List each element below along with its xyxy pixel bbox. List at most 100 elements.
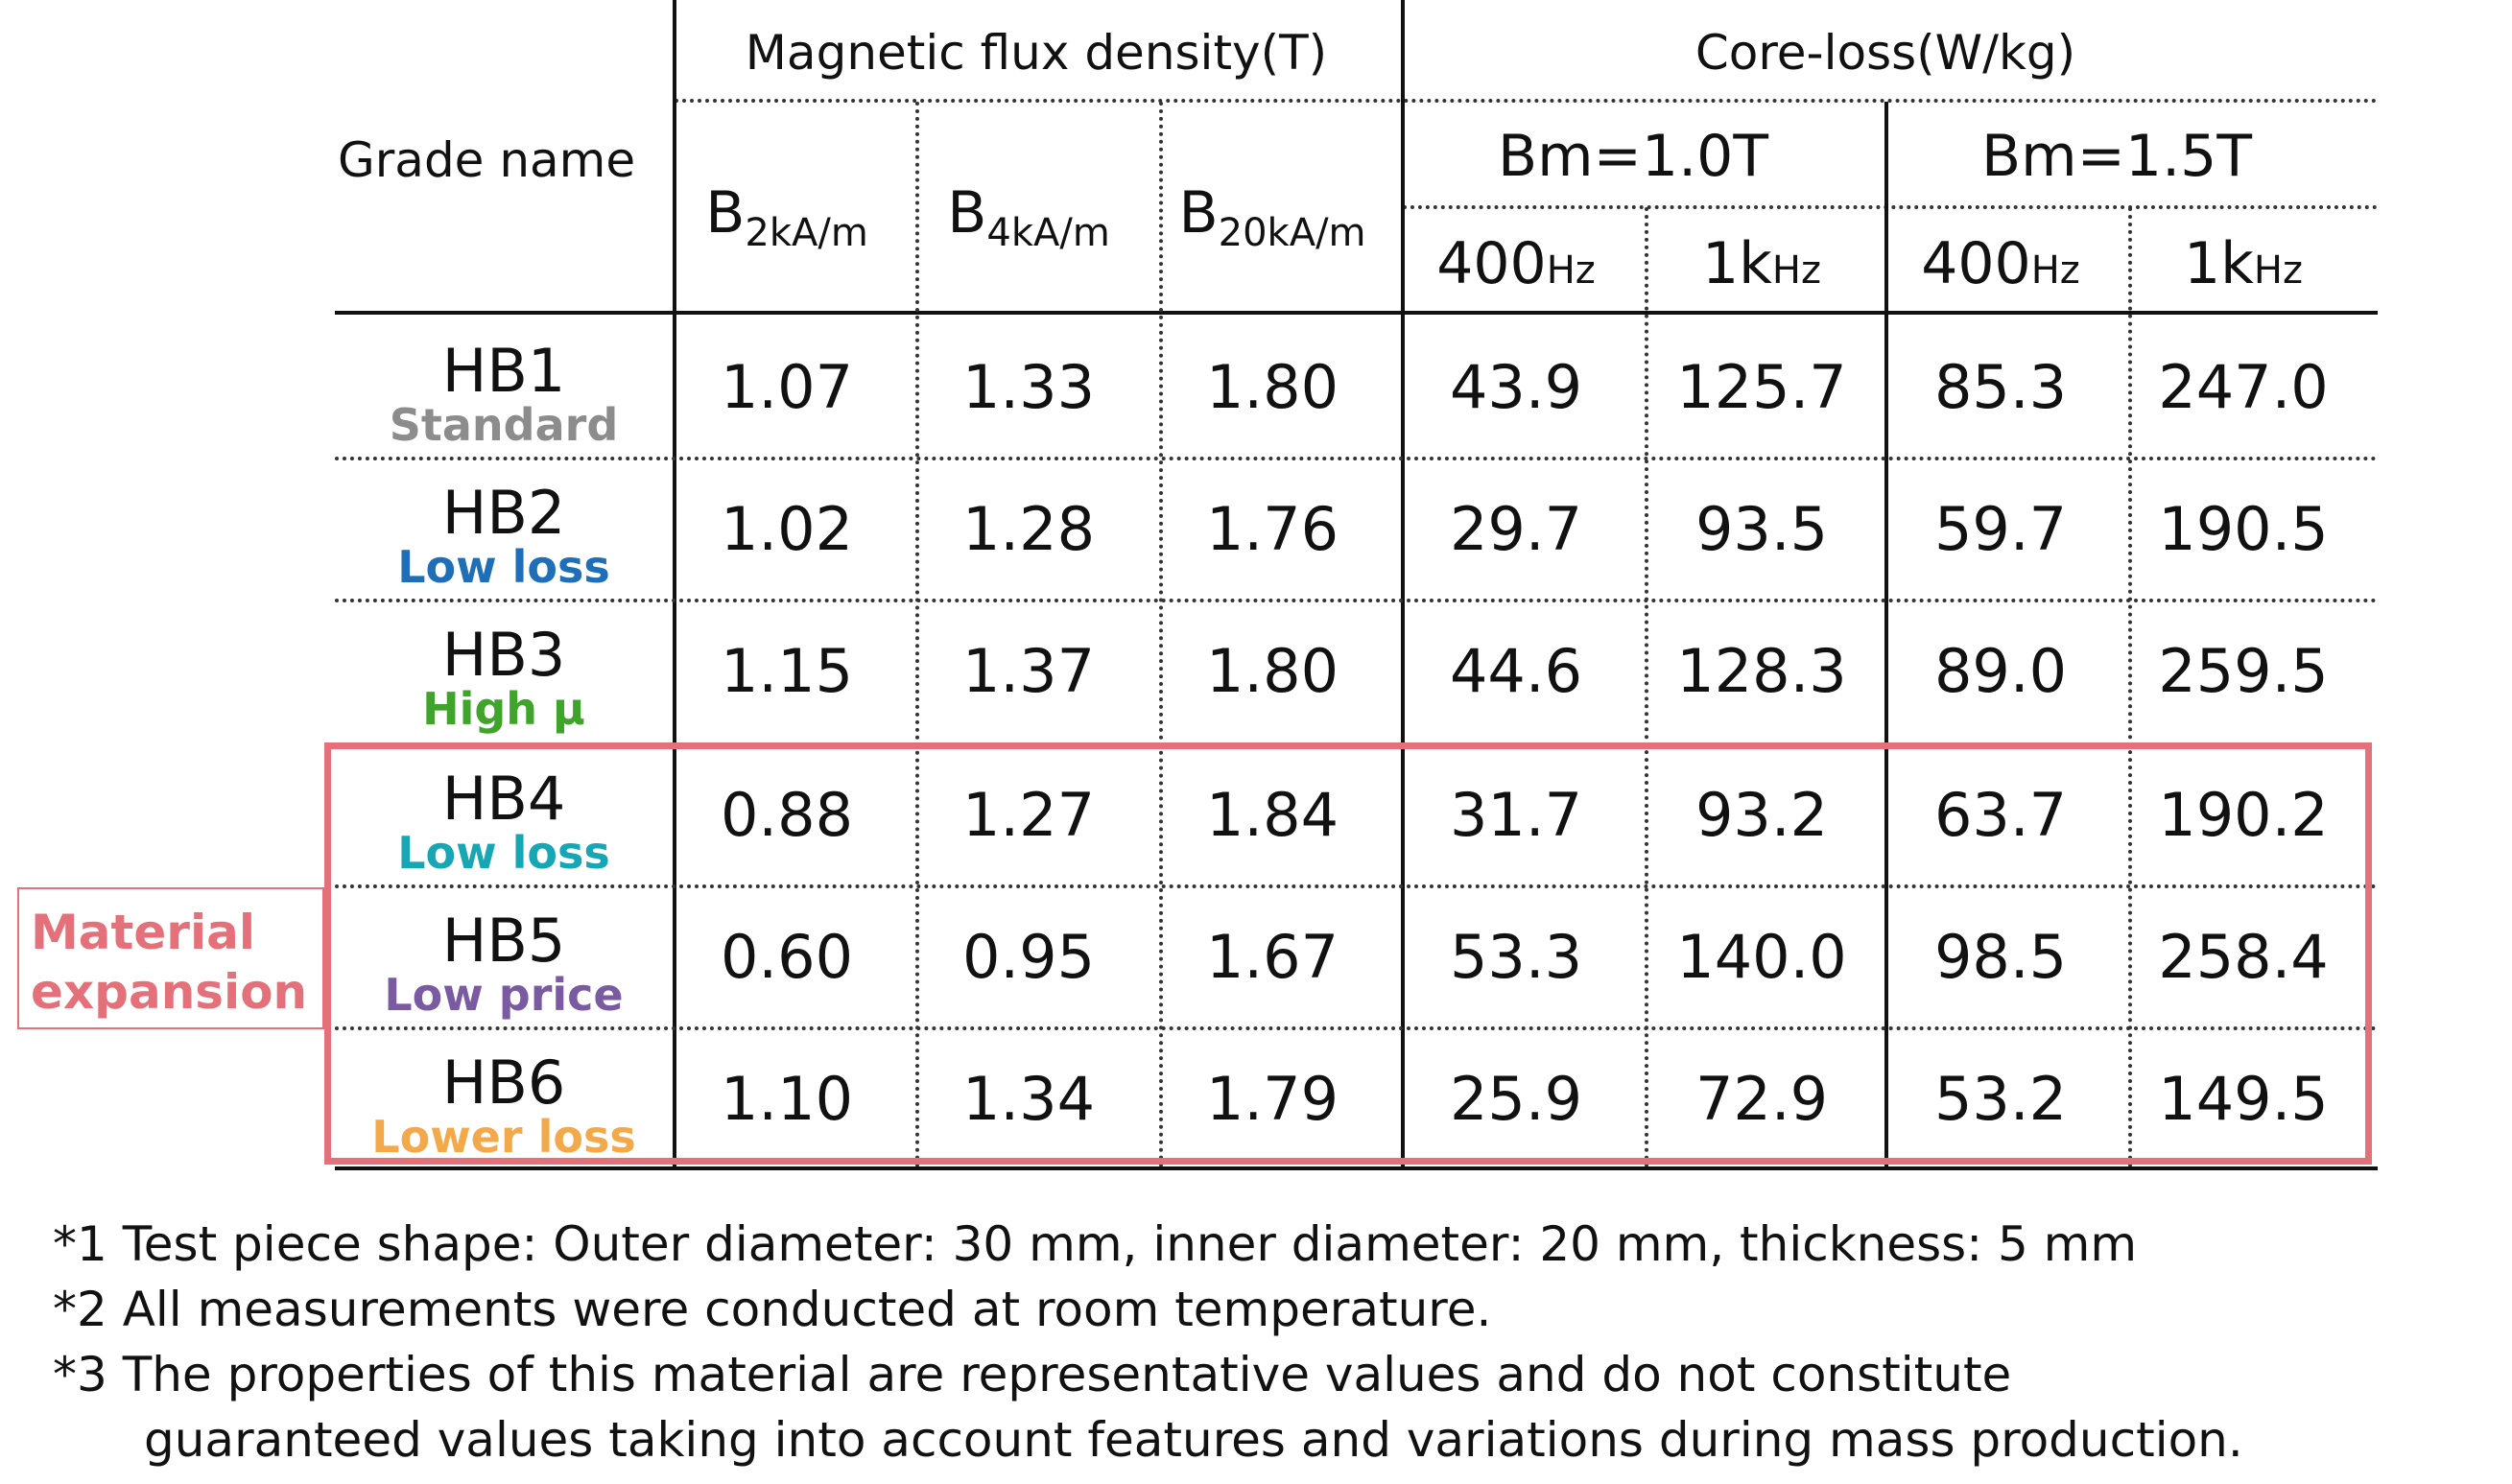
table-cell: 1.80 xyxy=(1205,636,1339,706)
freq-unit: Hz xyxy=(2253,248,2303,293)
freq-header-4: 1kHz xyxy=(2184,235,2303,293)
freq-num: 1k xyxy=(1702,230,1772,297)
freq-unit: Hz xyxy=(1546,248,1596,293)
grade-name: HB6 xyxy=(441,1048,566,1118)
b-symbol: B xyxy=(947,179,987,247)
table-cell: 1.15 xyxy=(720,636,854,706)
footnote-3: *3 The properties of this material are r… xyxy=(53,1347,2012,1402)
grade-name-header: Grade name xyxy=(338,132,636,188)
vline-b4 xyxy=(915,102,919,1168)
table-cell: 93.2 xyxy=(1694,780,1829,850)
table-cell: 1.10 xyxy=(720,1064,854,1134)
footnote-2: *2 All measurements were conducted at ro… xyxy=(53,1282,1492,1337)
table-cell: 140.0 xyxy=(1676,922,1847,992)
table-cell: 44.6 xyxy=(1449,636,1583,706)
table-cell: 125.7 xyxy=(1676,352,1847,422)
table-cell: 1.34 xyxy=(961,1064,1096,1134)
vline-bm2 xyxy=(1884,102,1888,1168)
header-divider-2 xyxy=(1403,205,2378,209)
table-cell: 1.33 xyxy=(961,352,1096,422)
table-cell: 1.84 xyxy=(1205,780,1339,850)
table-cell: 43.9 xyxy=(1449,352,1583,422)
b-symbol: B xyxy=(705,179,746,247)
b-subscript: 20kA/m xyxy=(1218,211,1366,255)
table-bottom-rule xyxy=(335,1166,2378,1170)
table-cell: 1.76 xyxy=(1205,494,1339,564)
b-4ka-header: B4kA/m xyxy=(947,184,1110,252)
table-cell: 1.27 xyxy=(961,780,1096,850)
table-cell: 98.5 xyxy=(1933,922,2068,992)
table-cell: 1.28 xyxy=(961,494,1096,564)
freq-header-1: 400Hz xyxy=(1436,235,1596,293)
table-cell: 258.4 xyxy=(2158,922,2329,992)
table-cell: 190.5 xyxy=(2158,494,2329,564)
b-20ka-header: B20kA/m xyxy=(1178,184,1365,252)
bm1-header: Bm=1.0T xyxy=(1498,123,1768,190)
b-symbol: B xyxy=(1178,179,1219,247)
flux-density-header: Magnetic flux density(T) xyxy=(745,25,1328,81)
row-divider xyxy=(335,457,2378,460)
expansion-label-line2: expansion xyxy=(31,964,308,1020)
freq-num: 400 xyxy=(1921,230,2031,297)
footnote-3-continuation: guaranteed values taking into account fe… xyxy=(144,1412,2243,1468)
grade-tag: Low price xyxy=(384,969,624,1021)
table-cell: 149.5 xyxy=(2158,1064,2329,1134)
grade-tag: Low loss xyxy=(397,827,610,879)
table-cell: 31.7 xyxy=(1449,780,1583,850)
grade-name: HB4 xyxy=(441,764,566,834)
grade-name: HB2 xyxy=(441,478,566,548)
b-2ka-header: B2kA/m xyxy=(705,184,868,252)
freq-header-2: 1kHz xyxy=(1702,235,1821,293)
vline-b20 xyxy=(1159,102,1163,1168)
table-cell: 85.3 xyxy=(1933,352,2068,422)
footnote-1: *1 Test piece shape: Outer diameter: 30 … xyxy=(53,1216,2138,1272)
table-cell: 1.80 xyxy=(1205,352,1339,422)
table-cell: 25.9 xyxy=(1449,1064,1583,1134)
table-cell: 93.5 xyxy=(1694,494,1829,564)
grade-tag: Low loss xyxy=(397,541,610,593)
core-loss-header: Core-loss(W/kg) xyxy=(1694,25,2076,81)
table-cell: 1.07 xyxy=(720,352,854,422)
expansion-box-outline xyxy=(324,742,2372,1165)
row-divider xyxy=(335,884,2378,888)
b-subscript: 2kA/m xyxy=(745,211,868,255)
row-divider xyxy=(335,1026,2378,1030)
table-cell: 63.7 xyxy=(1933,780,2068,850)
row-divider xyxy=(335,599,2378,602)
grade-name: HB3 xyxy=(441,620,566,690)
table-cell: 89.0 xyxy=(1933,636,2068,706)
material-expansion-label: Material expansion xyxy=(17,887,324,1029)
vline-bm1-1k xyxy=(1645,207,1648,1168)
table-cell: 1.37 xyxy=(961,636,1096,706)
freq-unit: Hz xyxy=(1771,248,1821,293)
table-cell: 0.88 xyxy=(720,780,854,850)
grade-name: HB5 xyxy=(441,906,566,976)
freq-num: 1k xyxy=(2184,230,2254,297)
header-divider-1 xyxy=(675,99,2378,103)
freq-num: 400 xyxy=(1436,230,1547,297)
vline-coreloss xyxy=(1401,0,1405,1168)
vline-grade xyxy=(673,0,676,1168)
grade-tag: Standard xyxy=(389,399,619,451)
table-cell: 1.02 xyxy=(720,494,854,564)
table-cell: 0.95 xyxy=(961,922,1096,992)
table-cell: 1.79 xyxy=(1205,1064,1339,1134)
table-cell: 53.3 xyxy=(1449,922,1583,992)
table-cell: 53.2 xyxy=(1933,1064,2068,1134)
bm2-header: Bm=1.5T xyxy=(1981,123,2252,190)
table-cell: 190.2 xyxy=(2158,780,2329,850)
table-cell: 29.7 xyxy=(1449,494,1583,564)
table-cell: 59.7 xyxy=(1933,494,2068,564)
table-cell: 1.67 xyxy=(1205,922,1339,992)
freq-unit: Hz xyxy=(2030,248,2080,293)
grade-tag: High μ xyxy=(422,683,585,735)
grade-tag: Lower loss xyxy=(371,1111,636,1163)
table-cell: 259.5 xyxy=(2158,636,2329,706)
b-subscript: 4kA/m xyxy=(986,211,1110,255)
grade-name: HB1 xyxy=(441,336,566,406)
table-cell: 128.3 xyxy=(1676,636,1847,706)
freq-header-3: 400Hz xyxy=(1921,235,2080,293)
table-cell: 247.0 xyxy=(2158,352,2329,422)
table-cell: 72.9 xyxy=(1694,1064,1829,1134)
expansion-label-line1: Material xyxy=(31,905,255,960)
